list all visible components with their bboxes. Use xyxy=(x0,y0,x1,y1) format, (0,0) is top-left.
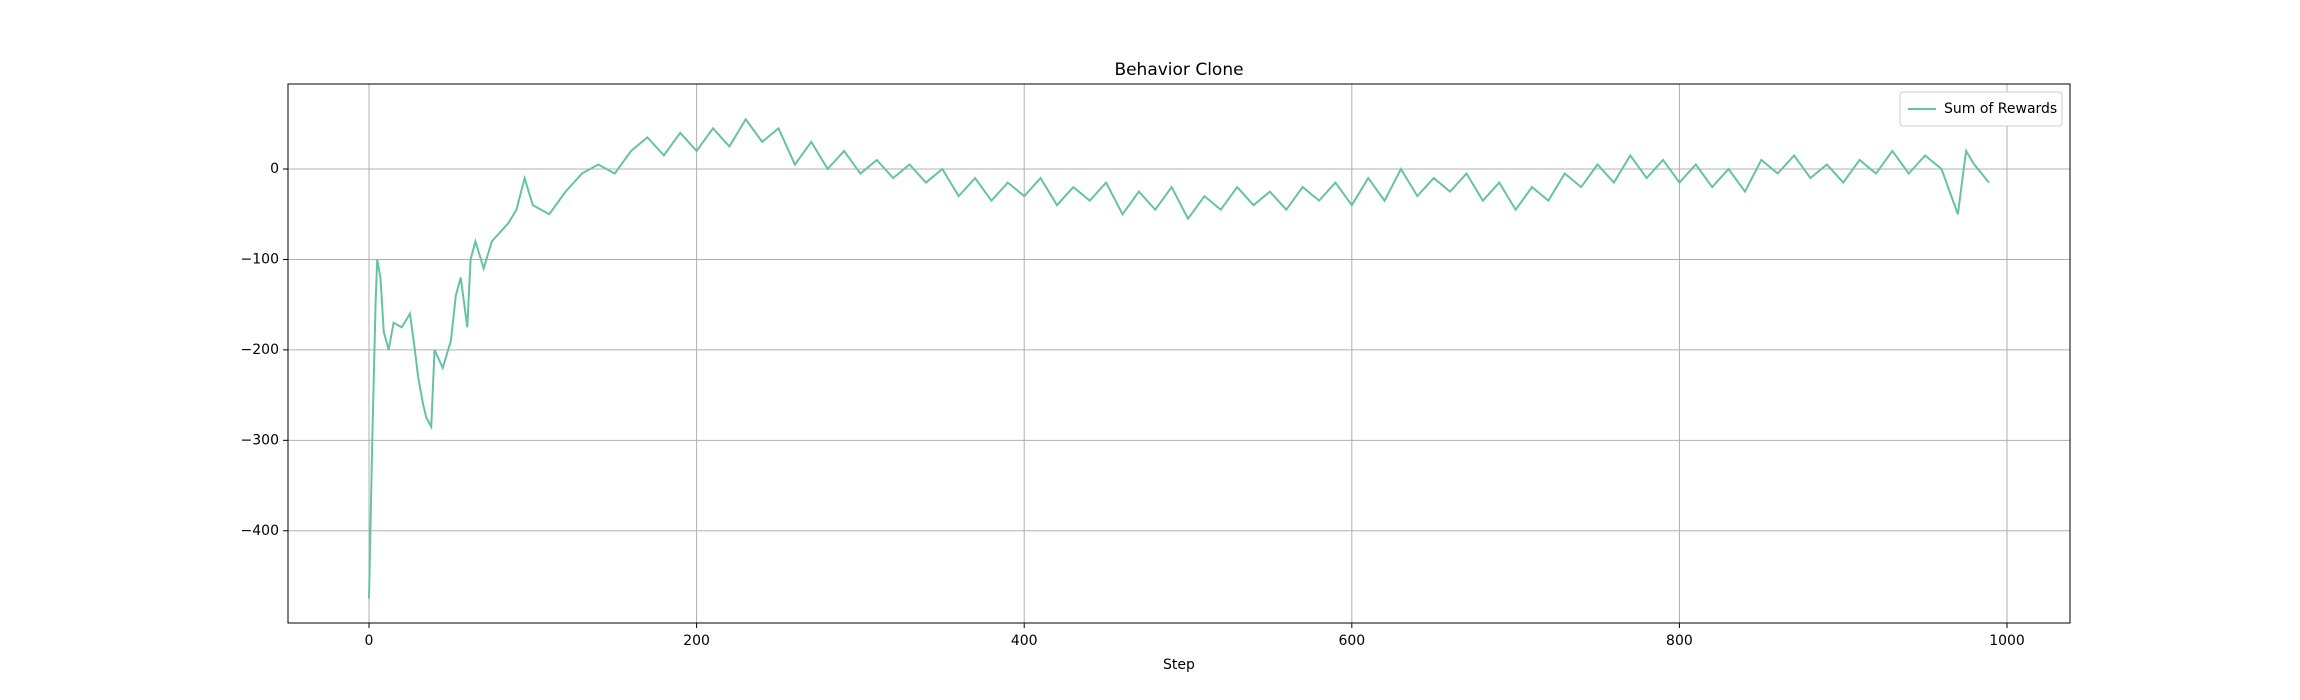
x-tick-label: 0 xyxy=(365,633,374,649)
legend: Sum of Rewards xyxy=(1899,91,2063,127)
y-tick-label: −200 xyxy=(241,342,279,358)
grid: 0 200 400 600 800 1000 −400 −300 −200 −100 0 xyxy=(241,84,2070,649)
plot xyxy=(368,117,1990,599)
x-tick-label: 400 xyxy=(1011,633,1038,649)
series-line xyxy=(368,117,1990,599)
y-tick-label: −100 xyxy=(241,251,279,267)
x-axis-label: Step xyxy=(1163,657,1195,673)
x-tick-label: 800 xyxy=(1666,633,1693,649)
chart-title: Behavior Clone xyxy=(1114,60,1243,80)
y-tick-label: −300 xyxy=(241,432,279,448)
x-tick-label: 600 xyxy=(1338,633,1365,649)
legend-label: Sum of Rewards xyxy=(1944,101,2057,117)
x-tick-label: 200 xyxy=(683,633,710,649)
y-tick-label: 0 xyxy=(270,161,279,177)
legend-box xyxy=(1899,91,2063,127)
x-tick-label: 1000 xyxy=(1989,633,2025,649)
axes-frame xyxy=(287,83,2071,624)
y-tick-label: −400 xyxy=(241,523,279,539)
